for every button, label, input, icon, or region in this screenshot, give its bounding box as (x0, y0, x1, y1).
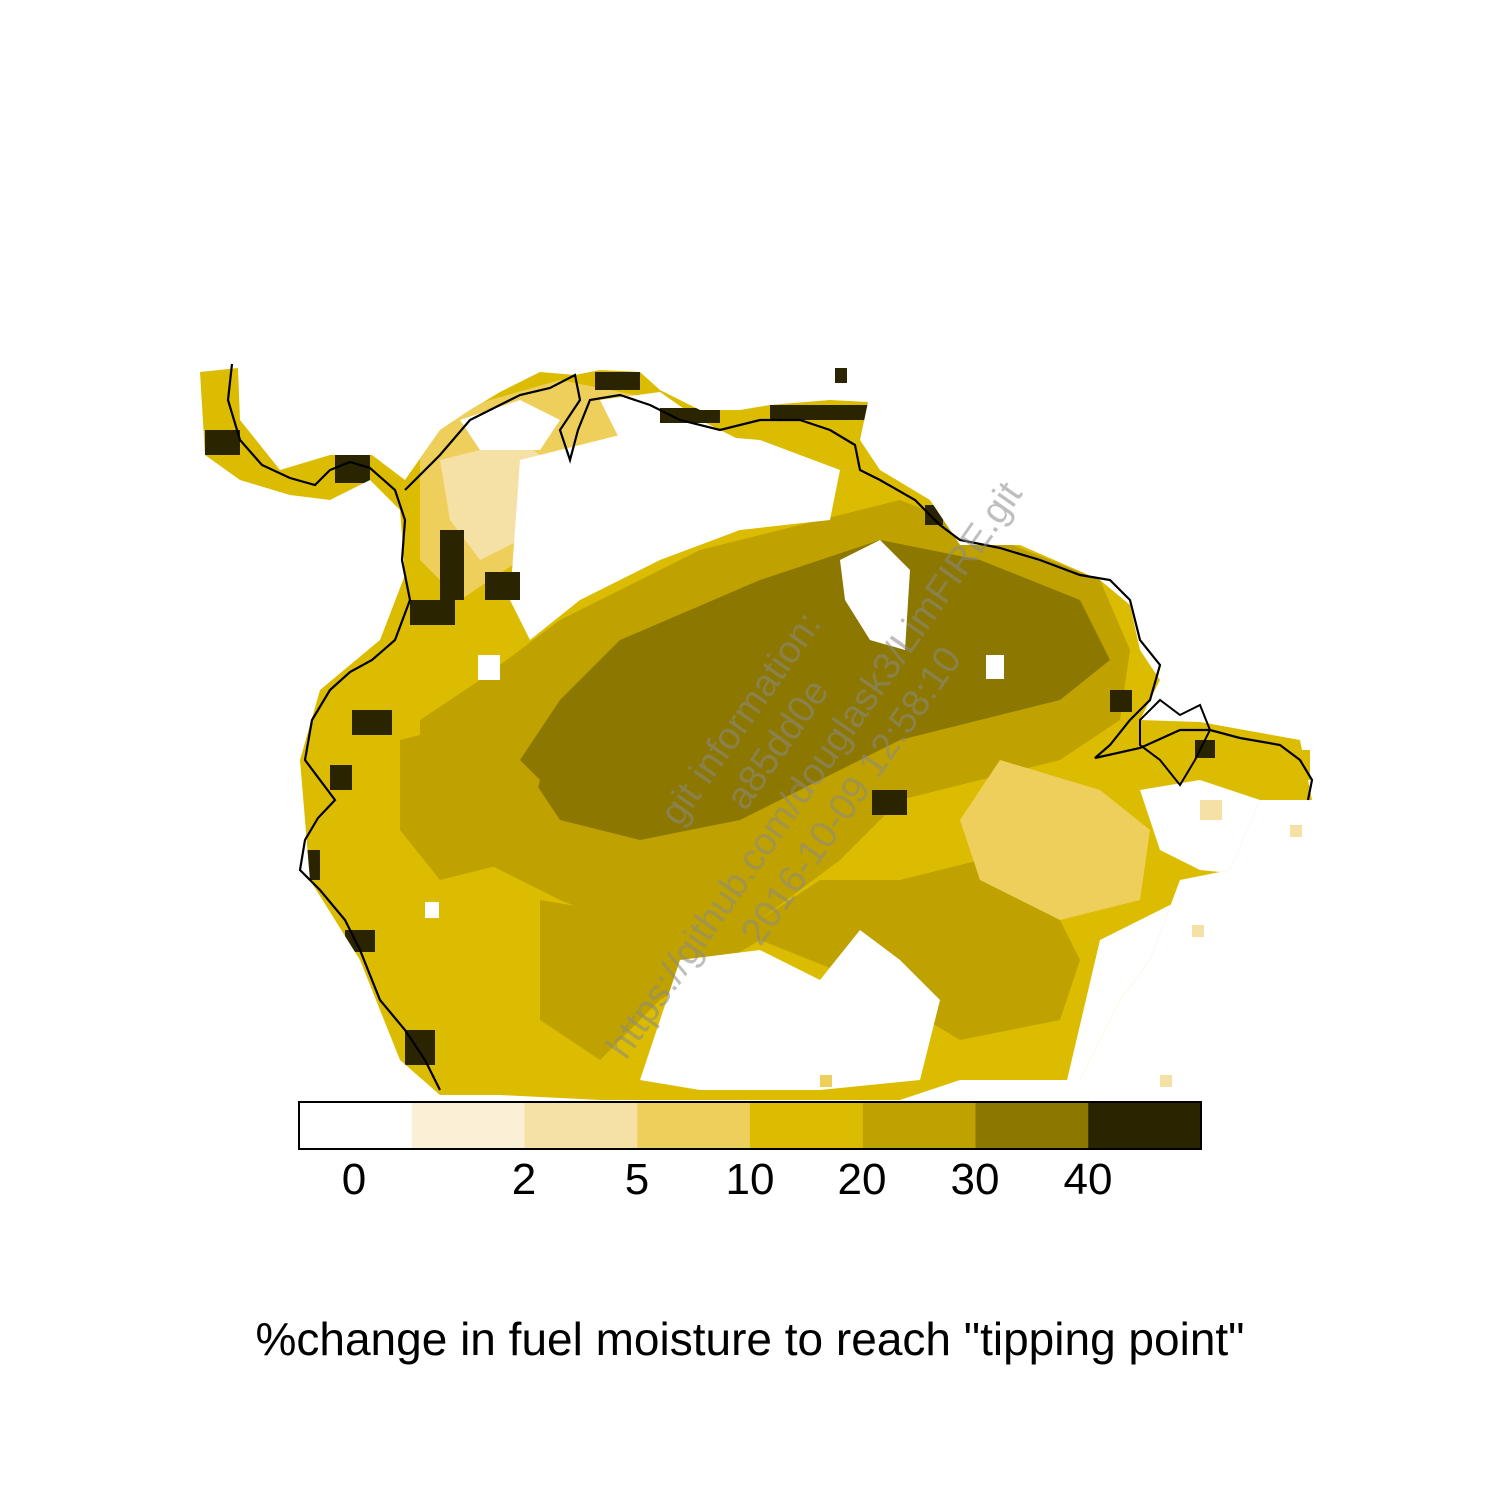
legend-swatch (750, 1102, 864, 1149)
raster-zone-south (540, 860, 1080, 1060)
map-caption: %change in fuel moisture to reach "tippi… (255, 1313, 1245, 1365)
legend-tick-label: 30 (951, 1155, 1000, 1204)
raster-gap-small-3 (425, 902, 439, 918)
legend-swatch (411, 1102, 525, 1149)
raster-outlier-pixel (1055, 1062, 1067, 1074)
raster-outlier-pixel (1200, 800, 1222, 820)
raster-dark-patch (1195, 740, 1215, 758)
raster-zone-east (960, 760, 1150, 920)
border-line (1139, 698, 1212, 787)
legend-tick-label: 5 (625, 1155, 649, 1204)
raster-gap-center (840, 540, 910, 650)
raster-dark-patch (440, 530, 464, 600)
raster-gap-small-2 (986, 655, 1004, 679)
raster-zone-west (400, 720, 540, 880)
legend-swatch (637, 1102, 751, 1149)
raster-dark-patch (925, 505, 943, 525)
raster-dark-patch (330, 765, 352, 790)
raster-dark-patch (205, 430, 240, 455)
raster-outlier-pixel (1160, 1075, 1172, 1087)
raster-dark-patch (872, 790, 907, 815)
raster-dark-patch (770, 405, 870, 420)
legend-frame (298, 1101, 1202, 1150)
legend: 0 2 5 10 20 30 40 (298, 1101, 1202, 1204)
legend-tick-label: 10 (726, 1155, 775, 1204)
raster-dark-patch (352, 710, 392, 735)
legend-swatch (975, 1102, 1089, 1149)
coastline-north (404, 373, 1314, 801)
raster-outlier-pixel (1290, 825, 1302, 837)
legend-swatches (299, 1102, 1202, 1149)
raster-dark-patch (485, 572, 520, 600)
raster-dark-patch (660, 408, 720, 423)
legend-swatch (1088, 1102, 1202, 1149)
raster-gap-north-1 (510, 430, 840, 640)
legend-tick-label: 40 (1064, 1155, 1113, 1204)
raster-zone-core (520, 540, 1110, 840)
raster-dark-patch (410, 600, 455, 625)
raster-gap-north-2 (600, 392, 740, 460)
legend-swatch (862, 1102, 976, 1149)
legend-tick-label: 20 (838, 1155, 887, 1204)
raster-dark-patch (1110, 690, 1132, 712)
legend-swatch (524, 1102, 638, 1149)
raster-gap-small-1 (478, 655, 500, 680)
coastline (226, 363, 441, 1091)
raster-outlier-pixel (820, 1075, 832, 1087)
legend-tick-label: 0 (342, 1155, 366, 1204)
raster-gap-south (640, 930, 940, 1090)
legend-tick-label: 2 (512, 1155, 536, 1204)
raster-outlier-pixel (1192, 925, 1204, 937)
raster-dark-patch (595, 372, 640, 390)
legend-swatch (299, 1102, 413, 1149)
raster-outlier-pixel (835, 368, 847, 383)
